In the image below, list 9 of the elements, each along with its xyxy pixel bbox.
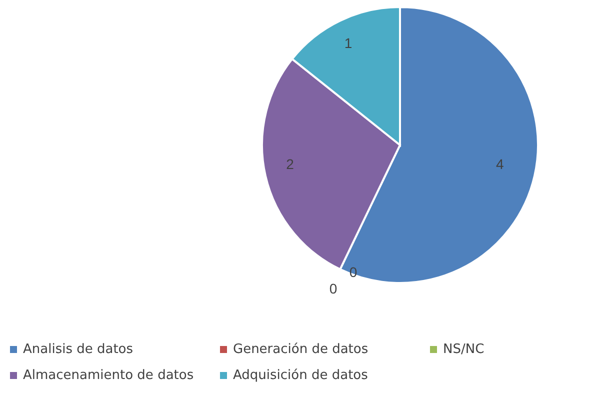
legend-label: NS/NC xyxy=(443,342,484,356)
legend-label: Almacenamiento de datos xyxy=(23,368,194,382)
legend-label: Analisis de datos xyxy=(23,342,134,356)
data-label: 4 xyxy=(496,156,504,172)
legend-label: Adquisición de datos xyxy=(233,368,368,382)
text: 0 xyxy=(329,280,338,297)
data-label: 2 xyxy=(286,156,294,172)
data-label: 1 xyxy=(344,35,352,52)
legend-label: Generación de datos xyxy=(233,342,368,356)
